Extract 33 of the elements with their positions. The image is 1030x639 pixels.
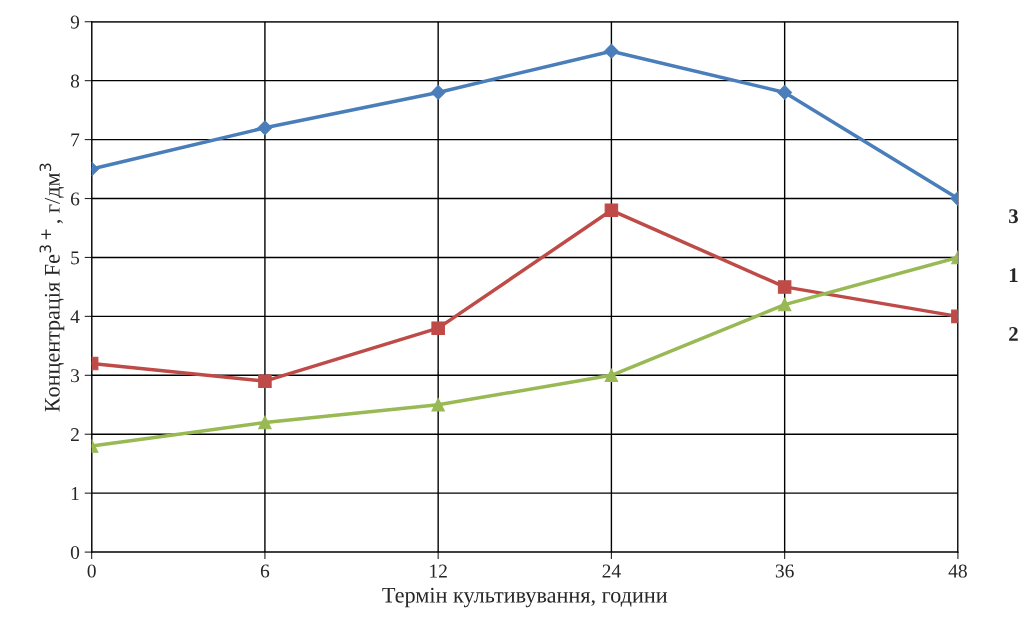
point <box>604 203 619 218</box>
text: 3 <box>39 163 52 172</box>
x-tick-label: 36 <box>775 564 794 578</box>
y-tick-label: 4 <box>70 310 80 324</box>
point <box>430 85 446 100</box>
text: 1 <box>1009 268 1018 282</box>
point <box>777 280 792 294</box>
point <box>258 415 272 430</box>
point <box>604 43 619 59</box>
y-tick-label: 1 <box>71 487 79 500</box>
x-tick-label: 12 <box>430 564 447 578</box>
x-axis-title: Термін культивування, години <box>382 587 668 608</box>
point <box>431 321 445 335</box>
text: Концентрація Fe$^{3+}$, г/дм <box>39 172 65 412</box>
y-tick-label: 6 <box>70 192 80 206</box>
point <box>257 120 273 136</box>
y-tick-label: 2 <box>71 428 79 441</box>
text: 3 <box>1009 209 1018 224</box>
y-tick-label: 3 <box>71 369 80 383</box>
y-tick-label: 8 <box>70 74 80 88</box>
x-tick-label: 24 <box>602 564 621 578</box>
point <box>258 374 272 388</box>
text: 2 <box>1009 327 1018 341</box>
point <box>431 398 445 412</box>
y-tick-label: 5 <box>71 251 80 265</box>
y-tick-label: 0 <box>70 545 80 560</box>
y-tick-label: 7 <box>71 133 80 147</box>
y-tick-label: 9 <box>70 15 80 29</box>
x-tick-label: 48 <box>948 564 967 578</box>
point <box>777 297 792 312</box>
x-tick-label: 0 <box>87 564 96 578</box>
x-tick-label: 6 <box>260 564 270 578</box>
point <box>604 368 619 383</box>
